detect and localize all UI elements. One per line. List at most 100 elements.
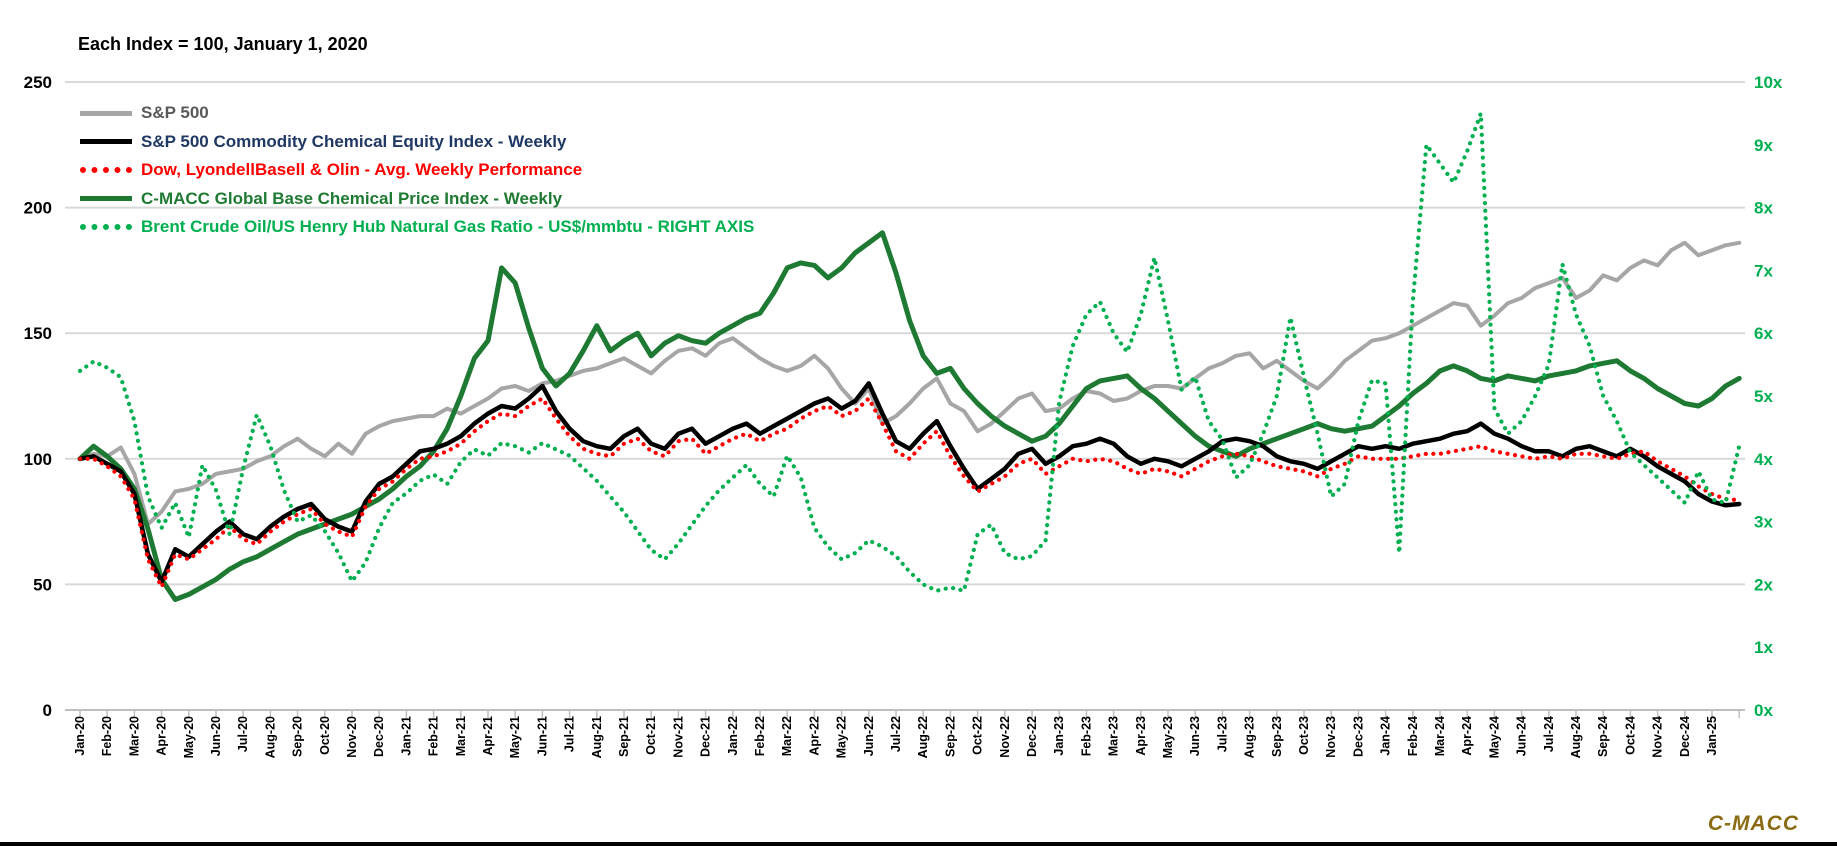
- y-right-tick-label: 4x: [1754, 450, 1773, 469]
- x-tick-label: Jan-21: [399, 716, 413, 756]
- x-tick-label: May-21: [508, 716, 522, 758]
- x-tick-label: Mar-23: [1107, 716, 1121, 756]
- x-tick-label: Apr-21: [481, 716, 495, 756]
- x-tick-label: Dec-20: [372, 716, 386, 757]
- y-right-tick-label: 8x: [1754, 199, 1773, 218]
- bottom-border: [0, 842, 1837, 846]
- y-right-tick-label: 5x: [1754, 387, 1773, 406]
- sp500-line-swatch-icon: [80, 110, 132, 116]
- x-tick-label: Jan-22: [726, 716, 740, 756]
- legend-label: S&P 500: [141, 103, 209, 123]
- y-left-tick-label: 150: [24, 324, 52, 343]
- x-tick-label: Oct-24: [1623, 716, 1637, 755]
- x-tick-label: Sep-22: [943, 716, 957, 757]
- x-tick-label: May-24: [1487, 716, 1501, 758]
- x-tick-label: Nov-20: [345, 716, 359, 758]
- chart-title: Each Index = 100, January 1, 2020: [78, 34, 368, 54]
- y-left-tick-label: 200: [24, 199, 52, 218]
- y-right-tick-label: 10x: [1754, 73, 1783, 92]
- legend-item-sp500: S&P 500: [80, 99, 754, 128]
- x-tick-label: Aug-20: [263, 716, 277, 758]
- series-line-sp500: [78, 240, 1742, 527]
- x-tick-label: Feb-21: [427, 716, 441, 756]
- x-tick-label: Jun-21: [535, 716, 549, 756]
- x-tick-label: May-22: [835, 716, 849, 758]
- x-tick-label: Oct-21: [644, 716, 658, 755]
- x-tick-label: Aug-21: [590, 716, 604, 758]
- x-tick-label: Mar-22: [780, 716, 794, 756]
- x-tick-label: Nov-21: [671, 716, 685, 758]
- x-tick-label: Sep-24: [1596, 716, 1610, 757]
- x-tick-label: Apr-23: [1134, 716, 1148, 756]
- x-tick-label: May-20: [182, 716, 196, 758]
- y-right-tick-label: 1x: [1754, 638, 1773, 657]
- y-right-tick-label: 2x: [1754, 575, 1773, 594]
- series-line-cmacc-price: [77, 230, 1742, 602]
- legend-item-brent-henryhub-ratio: Brent Crude Oil/US Henry Hub Natural Gas…: [80, 213, 754, 242]
- x-tick-label: Sep-20: [291, 716, 305, 757]
- legend-item-chem-equity: S&P 500 Commodity Chemical Equity Index …: [80, 128, 754, 157]
- legend-item-cmacc-price-index: C-MACC Global Base Chemical Price Index …: [80, 185, 754, 214]
- legend-label: S&P 500 Commodity Chemical Equity Index …: [141, 131, 567, 151]
- x-tick-label: Sep-21: [617, 716, 631, 757]
- y-left-tick-label: 100: [24, 450, 52, 469]
- x-tick-label: Apr-24: [1460, 716, 1474, 756]
- y-right-tick-label: 3x: [1754, 513, 1773, 532]
- x-tick-label: Jun-24: [1515, 716, 1529, 756]
- x-tick-label: Dec-22: [1025, 716, 1039, 757]
- x-tick-label: Feb-20: [100, 716, 114, 756]
- x-tick-label: Feb-22: [753, 716, 767, 756]
- brent-henryhub-dotted-swatch-icon: [80, 224, 132, 231]
- x-tick-label: Nov-24: [1651, 716, 1665, 758]
- y-right-tick-label: 7x: [1754, 261, 1773, 280]
- x-tick-label: Jun-23: [1188, 716, 1202, 756]
- x-tick-label: Jul-20: [236, 716, 250, 752]
- x-tick-label: Nov-22: [998, 716, 1012, 758]
- legend-item-dow-lyb-olin: Dow, LyondellBasell & Olin - Avg. Weekly…: [80, 156, 754, 185]
- x-tick-label: Feb-24: [1406, 716, 1420, 756]
- x-tick-label: Sep-23: [1270, 716, 1284, 757]
- x-tick-label: Dec-21: [699, 716, 713, 757]
- y-left-tick-label: 0: [43, 701, 52, 720]
- x-tick-label: Jan-25: [1705, 716, 1719, 756]
- series-line-chem-equity: [77, 381, 1742, 585]
- legend: S&P 500 S&P 500 Commodity Chemical Equit…: [80, 99, 754, 242]
- x-tick-label: Jul-24: [1542, 716, 1556, 752]
- legend-label: Dow, LyondellBasell & Olin - Avg. Weekly…: [141, 160, 583, 180]
- x-tick-label: Jan-20: [73, 716, 87, 756]
- y-right-tick-label: 0x: [1754, 701, 1773, 720]
- y-right-tick-label: 9x: [1754, 136, 1773, 155]
- x-tick-label: Mar-24: [1433, 716, 1447, 756]
- x-tick-label: Jul-23: [1215, 716, 1229, 752]
- x-tick-label: Apr-20: [155, 716, 169, 756]
- legend-label: Brent Crude Oil/US Henry Hub Natural Gas…: [141, 217, 755, 237]
- x-tick-label: Apr-22: [807, 716, 821, 756]
- x-tick-label: Jun-20: [209, 716, 223, 756]
- x-tick-label: Jun-22: [862, 716, 876, 756]
- x-tick-label: Feb-23: [1079, 716, 1093, 756]
- x-tick-label: Jul-22: [889, 716, 903, 752]
- x-tick-label: Dec-24: [1678, 716, 1692, 757]
- series-line-dow-lyb-olin: [77, 396, 1742, 590]
- legend-label: C-MACC Global Base Chemical Price Index …: [141, 188, 563, 208]
- y-left-tick-label: 50: [33, 575, 52, 594]
- x-tick-label: Dec-23: [1351, 716, 1365, 757]
- x-tick-label: May-23: [1161, 716, 1175, 758]
- x-tick-label: Aug-23: [1243, 716, 1257, 758]
- dow-lyb-olin-dotted-swatch-icon: [80, 167, 132, 174]
- x-tick-label: Aug-24: [1569, 716, 1583, 758]
- x-tick-label: Oct-20: [318, 716, 332, 755]
- x-tick-label: Aug-22: [916, 716, 930, 758]
- y-left-tick-label: 250: [24, 73, 52, 92]
- x-tick-label: Mar-20: [127, 716, 141, 756]
- y-right-tick-label: 6x: [1754, 324, 1773, 343]
- x-tick-label: Mar-21: [454, 716, 468, 756]
- x-tick-label: Nov-23: [1324, 716, 1338, 758]
- x-tick-label: Oct-22: [971, 716, 985, 755]
- x-tick-label: Jul-21: [563, 716, 577, 752]
- x-tick-label: Jan-23: [1052, 716, 1066, 756]
- cmacc-price-line-swatch-icon: [80, 196, 132, 202]
- c-macc-watermark: C-MACC: [1707, 812, 1799, 835]
